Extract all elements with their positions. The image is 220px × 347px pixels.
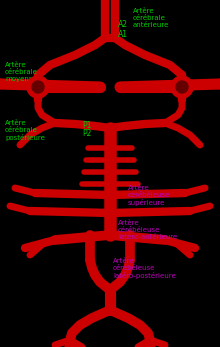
Text: Artère
cérébrale
antérieure: Artère cérébrale antérieure — [133, 8, 169, 28]
Text: Artère
cérébéleuse
latéro-postérieure: Artère cérébéleuse latéro-postérieure — [113, 258, 176, 279]
Text: Artère
cérébrale
postérieure: Artère cérébrale postérieure — [5, 120, 45, 141]
Circle shape — [27, 76, 49, 98]
Circle shape — [171, 76, 193, 98]
Text: Artère
cérébrale
moyenne: Artère cérébrale moyenne — [5, 62, 38, 82]
Circle shape — [65, 342, 75, 347]
Circle shape — [145, 342, 155, 347]
Text: P1: P1 — [82, 121, 91, 130]
Circle shape — [32, 81, 44, 93]
Text: Artère
cérébéleuse
supérieure: Artère cérébéleuse supérieure — [128, 185, 170, 206]
Text: A2: A2 — [118, 20, 128, 29]
Text: P2: P2 — [82, 129, 91, 138]
Text: A1: A1 — [118, 30, 128, 39]
Circle shape — [176, 81, 188, 93]
Text: Artère
cérébéleuse
latéro-antérieure: Artère cérébéleuse latéro-antérieure — [118, 220, 177, 240]
